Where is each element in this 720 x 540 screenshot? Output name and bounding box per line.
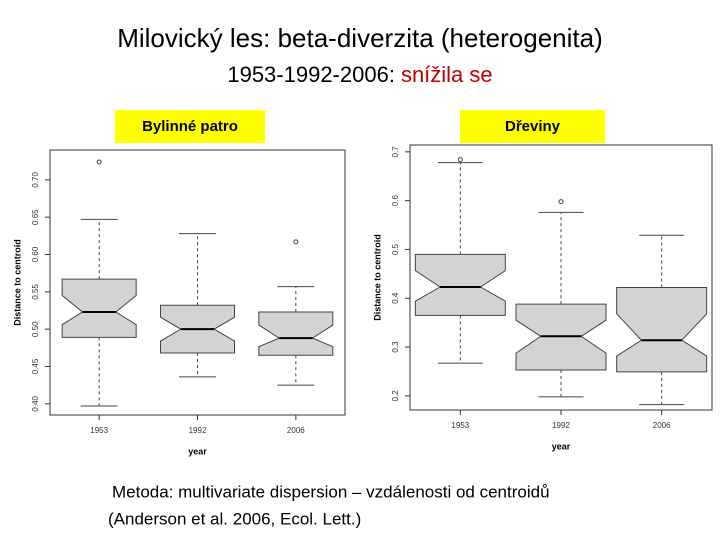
y-axis-label: Distance to centroid	[372, 234, 382, 321]
box	[616, 287, 708, 373]
y-tick-label: 0.3	[391, 341, 400, 353]
x-axis-label: year	[552, 441, 571, 451]
subtitle-highlight: snížila se	[401, 62, 493, 87]
panel-title: Dřeviny	[505, 118, 561, 135]
y-tick-label: 0.70	[31, 172, 40, 188]
y-tick-label: 0.45	[31, 358, 40, 374]
y-tick-label: 0.5	[391, 243, 400, 255]
y-tick-label: 0.65	[31, 209, 40, 225]
y-tick-label: 0.2	[391, 390, 400, 402]
y-tick-label: 0.7	[391, 146, 400, 158]
y-tick-label: 0.6	[391, 195, 400, 207]
x-tick-label: 1992	[552, 421, 570, 430]
box	[414, 253, 506, 316]
y-tick-label: 0.4	[391, 292, 400, 304]
outlier	[96, 159, 102, 165]
footnote-line: Metoda: multivariate dispersion – vzdále…	[112, 482, 550, 501]
x-tick-label: 2006	[287, 426, 305, 435]
box	[258, 311, 334, 356]
x-axis-label: year	[188, 446, 207, 456]
panel-title: Bylinné patro	[142, 118, 238, 135]
slide-subtitle: 1953-1992-2006: snížila se	[227, 62, 492, 87]
outlier	[293, 239, 299, 245]
subtitle-text: 1953-1992-2006:	[227, 62, 395, 87]
x-tick-label: 1953	[451, 421, 469, 430]
y-tick-label: 0.40	[31, 395, 40, 411]
footnote-line: (Anderson et al. 2006, Ecol. Lett.)	[108, 509, 361, 528]
outlier	[457, 157, 463, 163]
y-tick-label: 0.55	[31, 283, 40, 299]
x-tick-label: 1953	[90, 426, 108, 435]
y-axis-label: Distance to centroid	[12, 239, 22, 326]
slide-title: Milovický les: beta-diverzita (heterogen…	[117, 23, 603, 53]
x-tick-label: 1992	[189, 426, 207, 435]
x-tick-label: 2006	[653, 421, 671, 430]
panel-label-box	[115, 110, 265, 143]
box	[61, 278, 137, 338]
y-tick-label: 0.60	[31, 246, 40, 262]
y-tick-label: 0.50	[31, 321, 40, 337]
outlier	[558, 199, 564, 205]
panel-label-box	[460, 110, 605, 143]
